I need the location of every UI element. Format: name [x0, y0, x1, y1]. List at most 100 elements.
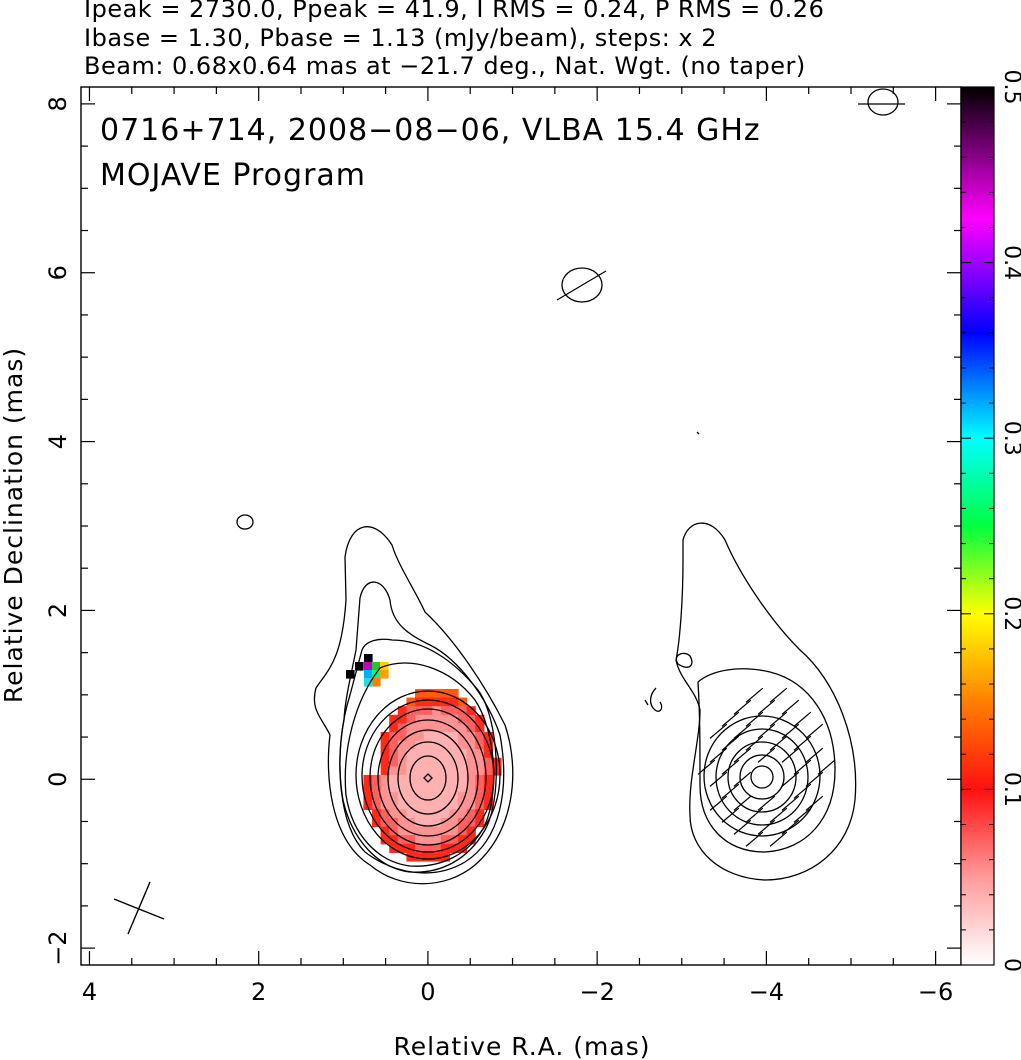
- polarization-pixel: [466, 774, 476, 785]
- polarization-pixel: [389, 740, 399, 750]
- polarization-pixel: [372, 809, 382, 819]
- polarization-pixel: [406, 783, 416, 793]
- polarization-pixel: [440, 835, 451, 845]
- polarization-pixel: [380, 757, 390, 767]
- polarization-pixel: [380, 826, 390, 836]
- polarization-pixel: [406, 774, 416, 785]
- polarization-pixel: [449, 697, 459, 707]
- header-line-2: Ibase = 1.30, Pbase = 1.13 (mJy/beam), s…: [84, 24, 718, 52]
- polarization-pixel: [466, 792, 476, 802]
- polarization-pixel: [406, 792, 416, 802]
- polarization-pixel: [415, 766, 425, 776]
- polarization-pixel: [415, 852, 425, 862]
- polarization-pixel: [475, 809, 485, 819]
- polarization-pixel: [415, 731, 425, 742]
- y-tick-label: 6: [44, 265, 72, 280]
- polarization-pixel: [380, 835, 390, 845]
- evpa-tick: [745, 831, 764, 847]
- y-axis-label: Relative Declination (mas): [0, 347, 28, 703]
- polarization-pixel: [475, 714, 485, 724]
- polarization-pixel: [406, 714, 416, 724]
- polarization-pixel: [415, 800, 425, 810]
- x-axis-tick-labels: 4 2 0 −2 −4 −6: [82, 978, 953, 1006]
- polarization-pixel: [449, 774, 459, 785]
- evpa-tick: [745, 687, 764, 703]
- polarization-pixel: [363, 792, 373, 802]
- polarization-pixel: [423, 843, 433, 853]
- evpa-tick: [781, 819, 800, 835]
- evpa-tick: [733, 723, 752, 739]
- evpa-tick: [781, 699, 800, 715]
- polarization-pixel: [406, 749, 416, 759]
- x-tick-label: 2: [251, 978, 266, 1006]
- polarization-pixel: [432, 774, 442, 785]
- polarization-pixel: [440, 757, 451, 767]
- polarization-pixel: [449, 835, 459, 845]
- polarization-pixel: [475, 783, 485, 793]
- polarization-pixel: [415, 714, 425, 724]
- polarization-pixel: [406, 723, 416, 733]
- polarization-pixel: [415, 757, 425, 767]
- evpa-tick: [757, 699, 776, 715]
- polarization-pixel: [397, 706, 408, 716]
- polarization-pixel-edge: [364, 670, 373, 679]
- evpa-tick: [709, 723, 728, 739]
- polarization-pixel: [449, 688, 459, 699]
- polarization-pixel: [423, 731, 433, 742]
- polarization-pixel: [483, 757, 494, 767]
- polarization-pixel: [415, 774, 425, 785]
- polarization-pixel: [440, 714, 451, 724]
- polarization-pixel: [415, 843, 425, 853]
- polarization-pixel: [440, 740, 451, 750]
- polarization-pixel: [415, 783, 425, 793]
- evpa-tick: [769, 831, 788, 847]
- evpa-tick: [805, 723, 824, 739]
- polarization-pixel: [432, 731, 442, 742]
- plot-frame: [80, 86, 962, 966]
- evpa-tick: [721, 759, 740, 775]
- polarization-pixel: [380, 809, 390, 819]
- polarization-pixel: [440, 843, 451, 853]
- y-tick-label: 2: [44, 603, 72, 618]
- evpa-tick: [733, 771, 752, 787]
- polarization-pixel: [449, 749, 459, 759]
- polarization-pixel: [389, 809, 399, 819]
- polarization-pixel: [449, 757, 459, 767]
- x-axis-label: Relative R.A. (mas): [394, 1032, 651, 1060]
- polarization-pixel: [466, 740, 476, 750]
- total-intensity-contours: [236, 88, 899, 885]
- polarization-pixel: [466, 757, 476, 767]
- y-tick-label: 0: [44, 772, 72, 787]
- polarization-pixel: [449, 826, 459, 836]
- polarization-pixel: [483, 749, 494, 759]
- colorbar-tick-label: 0.1: [999, 772, 1021, 807]
- polarization-pixel: [449, 731, 459, 742]
- polarization-pixel: [466, 706, 476, 716]
- colorbar: [960, 86, 995, 966]
- evpa-tick: [721, 807, 740, 823]
- polarization-pixel: [415, 723, 425, 733]
- x-tick-label: −2: [579, 978, 614, 1006]
- evpa-tick: [781, 795, 800, 811]
- polarization-pixel: [415, 740, 425, 750]
- beam-cross: [113, 881, 165, 935]
- colorbar-tick-label: 0.4: [999, 245, 1021, 280]
- polarization-pixel: [440, 783, 451, 793]
- polarization-pixel: [458, 714, 468, 724]
- polarization-pixel: [406, 706, 416, 716]
- polarization-pixel: [432, 852, 442, 862]
- polarization-pixel: [432, 843, 442, 853]
- polarization-pixel: [466, 826, 476, 836]
- evpa-tick: [721, 711, 740, 727]
- polarization-pixel: [423, 706, 433, 716]
- polarization-pixel: [406, 740, 416, 750]
- polarization-pixel: [458, 792, 468, 802]
- polarization-pixel: [406, 800, 416, 810]
- polarization-pixel: [380, 749, 390, 759]
- polarization-pixel: [372, 774, 382, 785]
- polarization-beam-marker: [556, 103, 905, 301]
- evpa-tick: [769, 807, 788, 823]
- polarization-pixel: [397, 757, 408, 767]
- y-axis-ticks: [81, 103, 961, 949]
